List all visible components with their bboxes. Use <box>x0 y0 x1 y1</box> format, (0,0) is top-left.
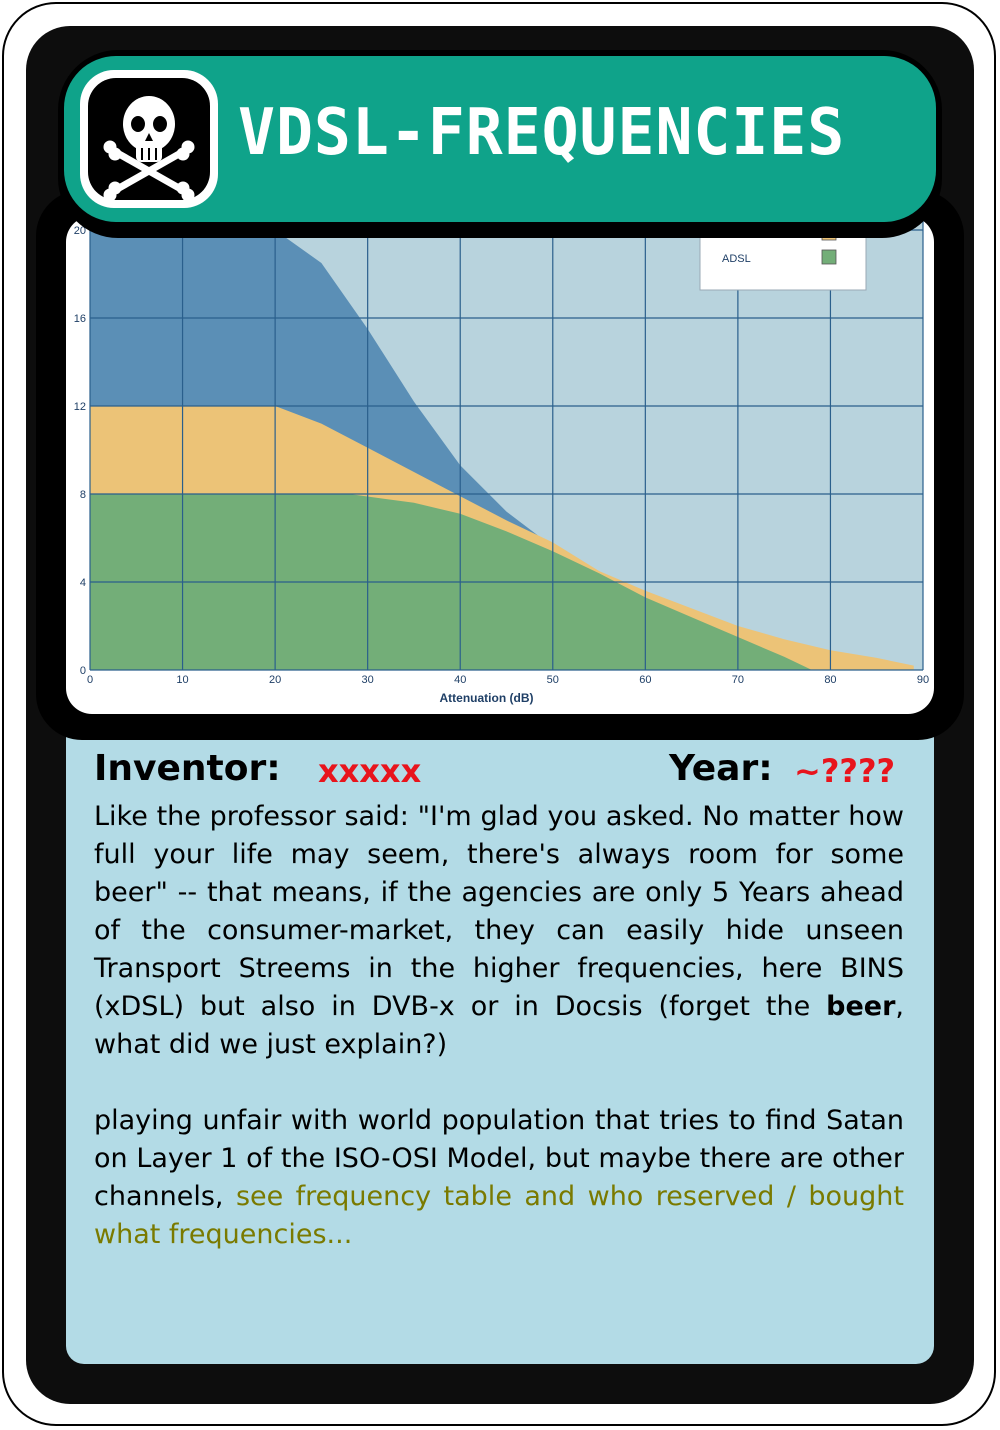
card-title: VDSL-FREQUENCIES <box>238 96 846 170</box>
y-tick-label: 4 <box>80 577 86 589</box>
description-paragraph-2: playing unfair with world population tha… <box>94 1102 904 1254</box>
year-label: Year: <box>669 748 773 789</box>
inventor-label: Inventor: <box>94 748 281 789</box>
x-tick-label: 90 <box>917 674 929 686</box>
paragraph-1-text: Like the professor said: "I'm glad you a… <box>94 801 904 1022</box>
y-tick-label: 16 <box>74 313 86 325</box>
y-tick-label: 8 <box>80 489 86 501</box>
inventor-value: xxxxx <box>318 752 422 790</box>
x-tick-label: 10 <box>176 674 188 686</box>
chart-panel: 0 10 20 30 40 50 60 70 80 90 0 4 8 12 16 20 Attenuation … <box>66 216 934 714</box>
skull-badge <box>80 70 218 208</box>
description-paragraph-1: Like the professor said: "I'm glad you a… <box>94 798 904 1064</box>
legend-label: ADSL <box>722 253 751 265</box>
info-panel <box>66 700 934 1364</box>
x-axis-label: Attenuation (dB) <box>440 691 534 705</box>
year-value: ~???? <box>794 752 896 790</box>
x-tick-label: 30 <box>362 674 374 686</box>
y-tick-label: 12 <box>74 401 86 413</box>
skull-crossbones-icon <box>103 96 195 202</box>
x-tick-label: 0 <box>87 674 93 686</box>
paragraph-2-text: playing unfair with world population tha… <box>94 1105 904 1212</box>
x-tick-label: 20 <box>269 674 281 686</box>
legend-swatch <box>821 249 837 265</box>
paragraph-1-bold: beer <box>826 991 896 1022</box>
frequency-table-link[interactable]: see frequency table and who reserved / b… <box>94 1181 904 1250</box>
x-tick-label: 80 <box>824 674 836 686</box>
description: Like the professor said: "I'm glad you a… <box>94 798 904 1254</box>
y-tick-label: 20 <box>74 225 86 237</box>
paragraph-1-text-end: , what did we just explain?) <box>94 991 904 1060</box>
paragraph-gap <box>94 1064 904 1102</box>
x-tick-label: 70 <box>732 674 744 686</box>
y-tick-label: 0 <box>80 665 86 677</box>
skull-badge-inner <box>88 78 210 202</box>
x-tick-label: 50 <box>547 674 559 686</box>
x-tick-label: 60 <box>639 674 651 686</box>
meta-row: Inventor: xxxxx Year: ~???? <box>94 748 906 796</box>
frequency-chart: 0 10 20 30 40 50 60 70 80 90 0 4 8 12 16 20 Attenuation … <box>74 216 929 705</box>
x-tick-label: 40 <box>454 674 466 686</box>
